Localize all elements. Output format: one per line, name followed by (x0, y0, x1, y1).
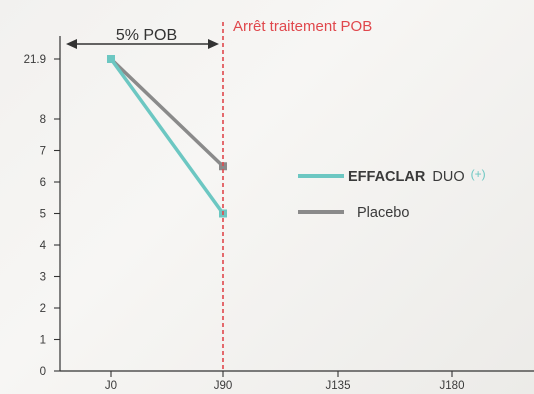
x-tick-label: J0 (105, 380, 117, 392)
legend-effaclar-plus: (+) (471, 167, 486, 181)
series-line (109, 57, 225, 215)
axes (59, 36, 534, 372)
y-tick-label: 8 (40, 114, 46, 126)
data-point (219, 162, 227, 171)
period-arrow-right-head (208, 39, 219, 49)
legend-placebo-label: Placebo (357, 205, 409, 221)
legend-effaclar-light: DUO (432, 169, 464, 185)
y-ticks: 0 1 2 3 4 5 6 7 8 21.9 (24, 54, 60, 378)
y-tick-label: 3 (40, 272, 46, 284)
annotations: Arrêt traitement POB 5% POB (66, 18, 372, 371)
y-tick-label: 21.9 (24, 54, 46, 66)
y-tick-label: 2 (40, 303, 46, 315)
period-label: 5% POB (116, 27, 177, 44)
y-tick-label: 5 (40, 209, 46, 221)
y-tick-label: 7 (40, 146, 46, 158)
y-tick-label: 6 (40, 177, 46, 189)
series-line (109, 57, 225, 168)
legend-effaclar-label: EFFACLAR DUO (+) (348, 167, 486, 185)
series-group (107, 55, 227, 218)
y-tick-label: 1 (40, 335, 46, 347)
x-tick-label: J90 (214, 380, 233, 392)
stop-treatment-label: Arrêt traitement POB (233, 18, 372, 35)
y-tick-label: 4 (40, 240, 47, 252)
x-tick-label: J135 (326, 380, 351, 392)
x-tick-label: J180 (440, 380, 465, 392)
y-tick-label: 0 (40, 366, 46, 378)
period-arrow-left-head (66, 39, 77, 49)
data-point (107, 55, 115, 63)
x-ticks: J0 J90 J135 J180 (105, 371, 465, 392)
legend-effaclar-bold: EFFACLAR (348, 169, 426, 185)
legend: EFFACLAR DUO (+) Placebo (298, 167, 486, 221)
